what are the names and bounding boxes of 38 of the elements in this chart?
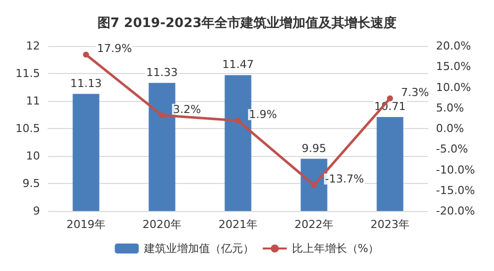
point <box>235 118 241 124</box>
data-label: 11.13 <box>70 76 102 90</box>
y-tick-label: 11.5 <box>16 67 40 80</box>
y-tick-label: 9 <box>33 204 40 218</box>
y2-tick-label: 5.0% <box>436 101 464 114</box>
y2-tick-label: 15.0% <box>436 60 471 74</box>
data-label: 11.47 <box>222 58 254 72</box>
x-tick-label: 2022年 <box>294 218 334 231</box>
x-tick-label: 2023年 <box>370 218 410 231</box>
data-label: 11.33 <box>146 66 178 79</box>
point <box>311 182 317 188</box>
y-tick-label: 10.5 <box>16 122 40 135</box>
y2-tick-label: 10.0% <box>436 80 471 94</box>
y2-tick-label: 20.0% <box>436 40 471 52</box>
point <box>159 112 165 118</box>
y2-tick-label: -15.0% <box>436 184 475 197</box>
legend-label: 比上年增长（%） <box>292 242 380 255</box>
x-tick-label: 2019年 <box>66 218 106 231</box>
y-tick-label: 11 <box>26 94 40 108</box>
y2-tick-label: -20.0% <box>436 204 475 218</box>
point <box>387 95 393 102</box>
data-label: 1.9% <box>249 108 277 122</box>
legend-label: 建筑业增加值（亿元） <box>142 242 254 255</box>
point <box>83 52 89 58</box>
y2-tick-label: 0.0% <box>436 122 464 135</box>
data-label: 9.95 <box>302 142 326 155</box>
data-label: 3.2% <box>173 102 201 116</box>
y-tick-label: 12 <box>26 40 40 52</box>
y-tick-label: 9.5 <box>22 177 40 190</box>
y2-tick-label: -5.0% <box>436 142 468 156</box>
x-tick-label: 2020年 <box>142 218 182 231</box>
y-tick-label: 10 <box>26 150 40 162</box>
y2-tick-label: -10.0% <box>436 163 475 176</box>
data-label: 7.3% <box>401 86 429 99</box>
data-label: 17.9% <box>97 42 132 56</box>
x-tick-label: 2021年 <box>218 218 258 231</box>
chart-title: 图7 2019-2023年全市建筑业增加值及其增长速度 <box>97 15 397 31</box>
data-label: -13.7% <box>325 172 364 186</box>
